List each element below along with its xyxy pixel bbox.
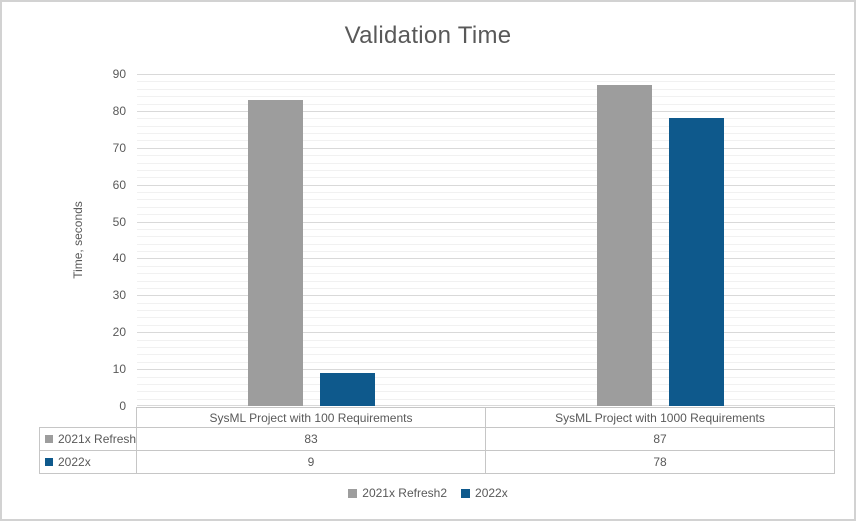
minor-gridline-84 [137, 96, 835, 98]
minor-gridline-66 [137, 162, 835, 164]
bar-series0-category1 [597, 85, 652, 406]
plot-area [137, 74, 835, 406]
minor-gridline-58 [137, 192, 835, 194]
minor-gridline-4 [137, 391, 835, 393]
minor-gridline-72 [137, 140, 835, 142]
minor-gridline-26 [137, 310, 835, 312]
minor-gridline-8 [137, 376, 835, 378]
bar-series0-category0 [248, 99, 303, 406]
table-value-series0-category1: 87 [486, 428, 835, 451]
table-category-header-0: SysML Project with 100 Requirements [137, 407, 486, 428]
major-gridline-70 [137, 147, 835, 149]
minor-gridline-52 [137, 214, 835, 216]
minor-gridline-74 [137, 133, 835, 135]
minor-gridline-32 [137, 287, 835, 289]
minor-gridline-12 [137, 361, 835, 363]
minor-gridline-38 [137, 265, 835, 267]
series-name: 2021x Refresh2 [58, 432, 137, 446]
y-tick-label-70: 70 [112, 140, 126, 155]
major-gridline-30 [137, 295, 835, 297]
minor-gridline-68 [137, 155, 835, 157]
major-gridline-60 [137, 184, 835, 186]
minor-gridline-64 [137, 169, 835, 171]
chart-data-table: SysML Project with 100 Requirements SysML… [39, 407, 835, 474]
minor-gridline-78 [137, 118, 835, 120]
minor-gridline-2 [137, 398, 835, 400]
chart-legend: 2021x Refresh2 2022x [2, 486, 854, 500]
series-name: 2022x [58, 455, 91, 469]
minor-gridline-82 [137, 103, 835, 105]
minor-gridline-86 [137, 88, 835, 90]
major-gridline-10 [137, 369, 835, 371]
table-value-series1-category0: 9 [137, 451, 486, 474]
major-gridline-80 [137, 110, 835, 112]
minor-gridline-14 [137, 354, 835, 356]
y-tick-label-80: 80 [112, 103, 126, 118]
minor-gridline-46 [137, 236, 835, 238]
table-category-header-1: SysML Project with 1000 Requirements [486, 407, 835, 428]
table-value-series0-category0: 83 [137, 428, 486, 451]
legend-swatch-icon [348, 488, 358, 498]
y-tick-label-40: 40 [112, 251, 126, 266]
minor-gridline-16 [137, 346, 835, 348]
minor-gridline-44 [137, 243, 835, 245]
table-series-label-1: 2022x [39, 451, 137, 474]
minor-gridline-42 [137, 251, 835, 253]
legend-swatch-icon [461, 488, 471, 498]
minor-gridline-36 [137, 273, 835, 275]
minor-gridline-48 [137, 228, 835, 230]
major-gridline-20 [137, 332, 835, 334]
y-tick-label-0: 0 [119, 399, 126, 413]
major-gridline-50 [137, 221, 835, 223]
minor-gridline-54 [137, 206, 835, 208]
minor-gridline-6 [137, 383, 835, 385]
legend-label: 2022x [475, 486, 508, 500]
major-gridline-90 [137, 74, 835, 75]
series-key-square-icon [45, 435, 53, 443]
y-tick-label-50: 50 [112, 214, 126, 229]
minor-gridline-76 [137, 125, 835, 127]
minor-gridline-24 [137, 317, 835, 319]
minor-gridline-22 [137, 324, 835, 326]
y-tick-label-60: 60 [112, 177, 126, 192]
chart-title: Validation Time [344, 22, 512, 49]
table-corner-cell [39, 407, 137, 428]
legend-item-series0: 2021x Refresh2 [348, 486, 447, 500]
minor-gridline-62 [137, 177, 835, 179]
minor-gridline-88 [137, 81, 835, 83]
y-tick-label-10: 10 [112, 362, 126, 377]
table-value-series1-category1: 78 [486, 451, 835, 474]
y-tick-label-20: 20 [112, 325, 126, 340]
y-tick-label-30: 30 [112, 288, 126, 303]
bar-series1-category1 [669, 118, 724, 406]
legend-item-series1: 2022x [461, 486, 508, 500]
series-key-square-icon [45, 458, 53, 466]
legend-label: 2021x Refresh2 [362, 486, 448, 500]
minor-gridline-18 [137, 339, 835, 341]
y-tick-label-90: 90 [112, 67, 126, 81]
minor-gridline-34 [137, 280, 835, 282]
major-gridline-0 [137, 405, 835, 406]
bar-series1-category0 [320, 372, 375, 406]
major-gridline-40 [137, 258, 835, 260]
minor-gridline-28 [137, 302, 835, 304]
table-series-label-0: 2021x Refresh2 [39, 428, 137, 451]
minor-gridline-56 [137, 199, 835, 201]
